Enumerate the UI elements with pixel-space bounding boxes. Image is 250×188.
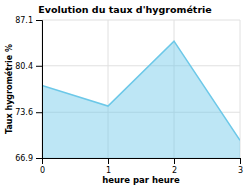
marks xyxy=(42,41,240,158)
tick-label: 73.6 xyxy=(15,108,33,117)
tick-label: 80.4 xyxy=(15,62,33,71)
tick-mark xyxy=(36,158,42,159)
tick: 1 xyxy=(106,158,111,175)
tick: 0 xyxy=(40,158,45,175)
tick-label: 66.9 xyxy=(15,154,33,163)
grid-line xyxy=(42,20,240,21)
tick: 3 xyxy=(238,158,243,175)
tick-label: 3 xyxy=(238,166,243,175)
x-axis-title: heure par heure xyxy=(102,175,180,185)
tick-mark xyxy=(36,112,42,113)
x-axis: 0 1 2 3 xyxy=(40,158,243,175)
grid-line xyxy=(240,20,241,158)
plot: 0 1 2 3 66.9 73.6 80.4 87.1 xyxy=(15,16,243,175)
tick-label: 0 xyxy=(40,166,45,175)
tick-mark xyxy=(240,158,241,164)
y-axis: 66.9 73.6 80.4 87.1 xyxy=(15,16,42,163)
tick-mark xyxy=(36,66,42,67)
tick-mark xyxy=(174,158,175,164)
chart: 0 1 2 3 66.9 73.6 80.4 87.1 Evolution du taux d'… xyxy=(0,0,250,188)
tick-label: 87.1 xyxy=(15,16,33,25)
grid-line xyxy=(42,65,240,66)
tick: 66.9 xyxy=(15,154,42,163)
title: Evolution du taux d'hygrométrie xyxy=(38,4,212,15)
tick-label: 1 xyxy=(106,166,111,175)
tick: 2 xyxy=(172,158,177,175)
line xyxy=(42,41,240,140)
grid xyxy=(42,20,240,158)
tick: 87.1 xyxy=(15,16,42,25)
y-axis-title: Taux hygrométrie % xyxy=(4,44,14,134)
tick: 73.6 xyxy=(15,108,42,117)
tick: 80.4 xyxy=(15,62,42,71)
axis-line xyxy=(43,159,241,165)
tick-mark xyxy=(36,20,42,21)
tick-mark xyxy=(108,158,109,164)
axis-line xyxy=(36,21,43,159)
tick-label: 2 xyxy=(172,166,177,175)
area xyxy=(42,41,240,158)
